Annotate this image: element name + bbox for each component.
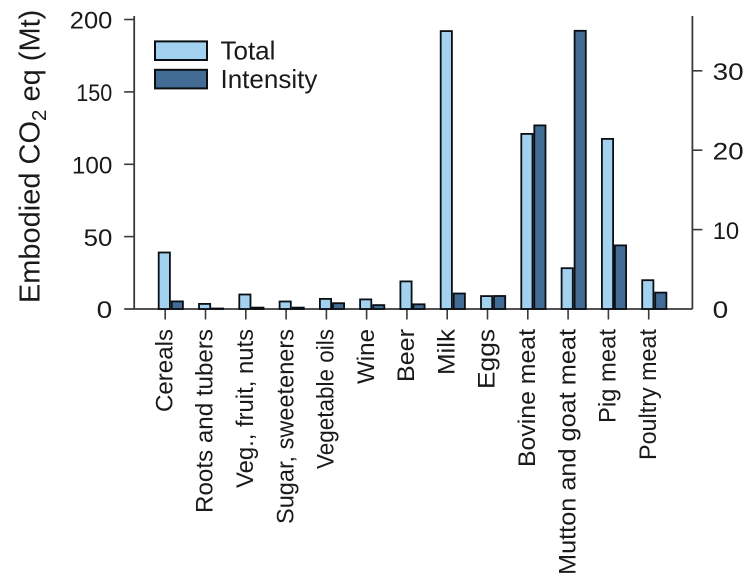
svg-text:Embodied CO2 eq (Mt): Embodied CO2 eq (Mt) <box>15 10 52 303</box>
svg-text:30: 30 <box>713 59 744 86</box>
svg-text:0: 0 <box>713 297 729 324</box>
svg-text:Bovine meat: Bovine meat <box>514 329 541 467</box>
svg-text:20: 20 <box>713 138 744 165</box>
svg-text:Cereals: Cereals <box>151 329 178 412</box>
svg-text:Roots and tubers: Roots and tubers <box>192 329 219 513</box>
svg-text:Intensity: Intensity <box>221 64 318 94</box>
svg-text:150: 150 <box>76 80 112 107</box>
svg-text:Vegetable oils: Vegetable oils <box>313 329 340 469</box>
svg-text:Eggs: Eggs <box>474 329 501 389</box>
svg-text:10: 10 <box>713 218 740 245</box>
svg-text:50: 50 <box>84 225 113 252</box>
svg-text:Mutton and goat meat: Mutton and goat meat <box>554 329 581 575</box>
svg-text:0: 0 <box>97 297 113 324</box>
svg-text:Poultry meat: Poultry meat <box>635 329 662 460</box>
svg-text:100: 100 <box>72 153 112 180</box>
svg-text:Total: Total <box>221 35 276 65</box>
svg-text:Wine: Wine <box>353 329 380 384</box>
svg-text:Pig meat: Pig meat <box>595 329 622 423</box>
svg-text:Beer: Beer <box>393 329 420 382</box>
svg-text:Sugar, sweeteners: Sugar, sweeteners <box>272 329 299 524</box>
svg-text:Milk: Milk <box>433 328 460 375</box>
svg-text:Veg., fruit, nuts: Veg., fruit, nuts <box>232 329 259 488</box>
svg-text:200: 200 <box>70 8 113 35</box>
